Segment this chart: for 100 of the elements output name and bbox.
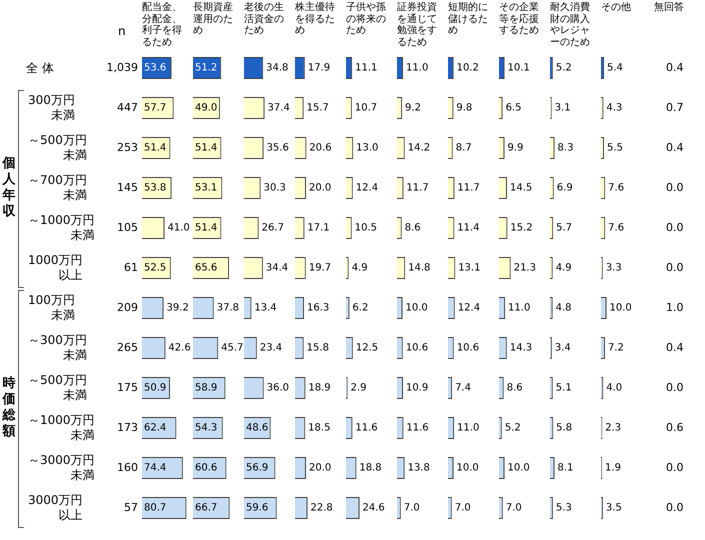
data-label: 0.0 (666, 381, 684, 394)
data-label: 12.5 (356, 342, 378, 354)
data-label: 11.0 (508, 302, 530, 314)
data-label: 26.7 (262, 222, 284, 234)
data-label: 56.9 (246, 462, 268, 474)
data-label: 0.0 (666, 461, 684, 474)
data-label: 5.2 (504, 422, 521, 434)
data-label: 0.0 (666, 501, 684, 514)
data-label: 80.7 (144, 502, 166, 514)
text: 無回答 (654, 2, 685, 14)
data-label: 51.4 (144, 142, 166, 154)
category-label: ～700万円未満 (28, 173, 87, 203)
data-label: 0.4 (666, 141, 684, 154)
data-label: 74.4 (144, 462, 166, 474)
category-label: ～500万円未満 (28, 133, 87, 163)
data-label: 265 (116, 341, 138, 354)
data-label: 10.0 (609, 302, 632, 314)
data-label: 3.1 (554, 102, 571, 114)
chart-title: 耐久消費財の購入やレジャーのため (550, 2, 591, 48)
category-label: ～300万円未満 (28, 333, 87, 363)
data-label: 447 (116, 101, 138, 114)
data-label: 18.8 (359, 462, 382, 474)
data-label: 4.9 (352, 262, 368, 274)
data-label: 8.3 (558, 142, 574, 154)
data-label: 12.4 (356, 182, 378, 194)
data-label: 160 (116, 461, 138, 474)
data-label: 17.1 (307, 222, 330, 234)
data-label: 13.8 (408, 462, 430, 474)
data-label: 41.0 (168, 222, 190, 234)
data-label: 0.6 (666, 421, 684, 434)
data-label: 14.3 (510, 342, 532, 354)
data-label: 253 (116, 141, 138, 154)
data-label: 37.4 (268, 102, 290, 114)
data-label: 5.1 (556, 382, 572, 394)
chart-title: 老後の生活資金のため (244, 2, 285, 36)
data-label: 57.7 (144, 102, 166, 114)
category-label: 1000万円以上 (28, 253, 83, 283)
data-label: 7.0 (404, 502, 420, 514)
data-label: 10.1 (508, 62, 530, 74)
chart-title: 子供や孫の将来のため (346, 2, 387, 36)
data-label: 53.1 (195, 182, 218, 194)
category-label: ～1000万円未満 (28, 213, 95, 243)
data-label: 175 (116, 381, 138, 394)
data-label: 11.4 (457, 222, 480, 234)
data-label: 10.5 (354, 222, 378, 234)
data-label: 37.8 (216, 302, 240, 314)
data-label: 2.3 (605, 422, 622, 434)
data-label: 51.2 (195, 62, 218, 74)
data-label: 10.6 (406, 342, 428, 354)
data-label: 14.2 (408, 142, 430, 154)
data-label: 15.2 (510, 222, 533, 234)
data-label: 24.6 (362, 502, 385, 514)
chart-title: 長期資産運用のため (193, 2, 234, 36)
chart-title: 株主優待を得るため (295, 2, 336, 36)
data-label: 10.9 (406, 382, 428, 394)
data-label: 65.6 (195, 262, 218, 274)
data-label: 10.0 (456, 462, 479, 474)
chart-title: 短期的に儲けるため (448, 2, 489, 36)
data-label: 11.7 (406, 182, 429, 194)
data-label: 20.0 (308, 462, 332, 474)
data-label: 60.6 (195, 462, 218, 474)
chart-title: 配当金、分配金、利子を得るため (142, 2, 183, 48)
data-label: 61 (123, 261, 138, 274)
data-label: 20.0 (308, 182, 332, 194)
data-label: 10.6 (456, 342, 480, 354)
data-label: 2.9 (350, 382, 366, 394)
data-label: 1,039 (106, 61, 138, 74)
data-label: 11.6 (355, 422, 378, 434)
text: 個人年収 (2, 156, 16, 220)
data-label: 12.4 (458, 302, 480, 314)
chart-title: その他 (601, 2, 632, 14)
data-label: 35.6 (266, 142, 289, 154)
data-label: 42.6 (168, 342, 191, 354)
data-label: 10.0 (507, 462, 530, 474)
data-label: 5.8 (556, 422, 572, 434)
data-label: 22.8 (310, 502, 333, 514)
category-label: ～1000万円未満 (28, 413, 95, 443)
data-label: 8.6 (506, 382, 523, 394)
data-label: 4.0 (606, 382, 622, 394)
data-label: 8.1 (557, 462, 574, 474)
data-label: 209 (116, 301, 138, 314)
data-label: 4.9 (556, 262, 572, 274)
data-label: 5.2 (556, 62, 572, 74)
chart-title: その企業等を応援するため (499, 2, 540, 36)
data-label: 14.5 (510, 182, 532, 194)
data-label: 173 (116, 421, 138, 434)
data-label: 51.4 (195, 142, 218, 154)
data-label: 52.5 (144, 262, 166, 274)
data-label: 8.7 (456, 142, 472, 154)
data-label: 9.9 (507, 142, 524, 154)
data-label: 7.2 (608, 342, 624, 354)
category-label: ～500万円未満 (28, 373, 87, 403)
data-label: 15.7 (306, 102, 329, 114)
category-label: ～3000万円未満 (28, 453, 95, 483)
data-label: 15.8 (306, 342, 329, 354)
data-label: 13.1 (458, 262, 480, 274)
data-label: 7.6 (608, 222, 624, 234)
data-label: 0.7 (666, 101, 684, 114)
data-label: 13.0 (356, 142, 378, 154)
data-label: 53.8 (144, 182, 166, 194)
